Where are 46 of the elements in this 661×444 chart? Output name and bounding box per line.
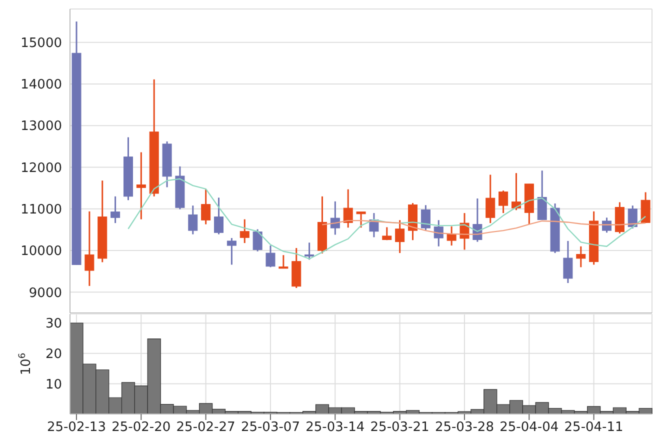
x-tick-label: 25-03-07 (240, 420, 300, 436)
x-tick-label: 25-03-14 (306, 420, 365, 436)
candlestick (395, 219, 405, 254)
x-tick-label: 25-02-13 (46, 420, 106, 436)
x-tick-label: 25-04-11 (564, 420, 624, 436)
y-tick-label: 13000 (20, 119, 62, 134)
candlestick (84, 210, 94, 287)
candlestick (188, 204, 198, 236)
candlestick (226, 237, 236, 266)
candlestick (240, 218, 250, 244)
candlestick (628, 204, 638, 230)
y-tick-label: 15000 (20, 36, 62, 51)
candlestick (356, 211, 366, 228)
candlestick (382, 226, 392, 241)
candlestick (640, 191, 650, 224)
x-tick-label: 25-03-28 (434, 420, 494, 436)
candlestick (266, 244, 276, 268)
candlestick (136, 152, 146, 220)
candlestick (420, 204, 430, 231)
candlestick (278, 254, 288, 270)
candlestick (563, 240, 573, 284)
y-tick-label: 12000 (20, 160, 62, 176)
candlestick (304, 242, 314, 260)
x-tick-label: 25-02-27 (176, 420, 236, 436)
y-tick-label: 14000 (20, 78, 62, 93)
candlestick (446, 226, 456, 246)
candlestick (576, 246, 586, 268)
candlestick (252, 228, 262, 252)
y-tick-label: 30 (45, 316, 62, 332)
x-tick-label: 25-04-04 (500, 420, 559, 436)
y-tick-label: 20 (45, 347, 62, 362)
y-tick-label: 11000 (20, 202, 62, 218)
x-tick-label: 25-03-21 (370, 420, 430, 436)
y-tick-label: 9000 (28, 286, 62, 301)
candlestick (537, 170, 547, 220)
candlestick (343, 188, 353, 228)
candlestick (330, 200, 340, 236)
candlestick (214, 196, 224, 236)
y-tick-label: 10000 (20, 244, 62, 260)
candlestick (498, 190, 508, 214)
candlestick (434, 219, 444, 248)
y-tick-label: 10 (45, 377, 62, 392)
candlestick (110, 196, 120, 224)
candlestick (486, 174, 496, 224)
x-tick-label: 25-02-20 (112, 420, 171, 436)
candlestick (201, 188, 211, 226)
